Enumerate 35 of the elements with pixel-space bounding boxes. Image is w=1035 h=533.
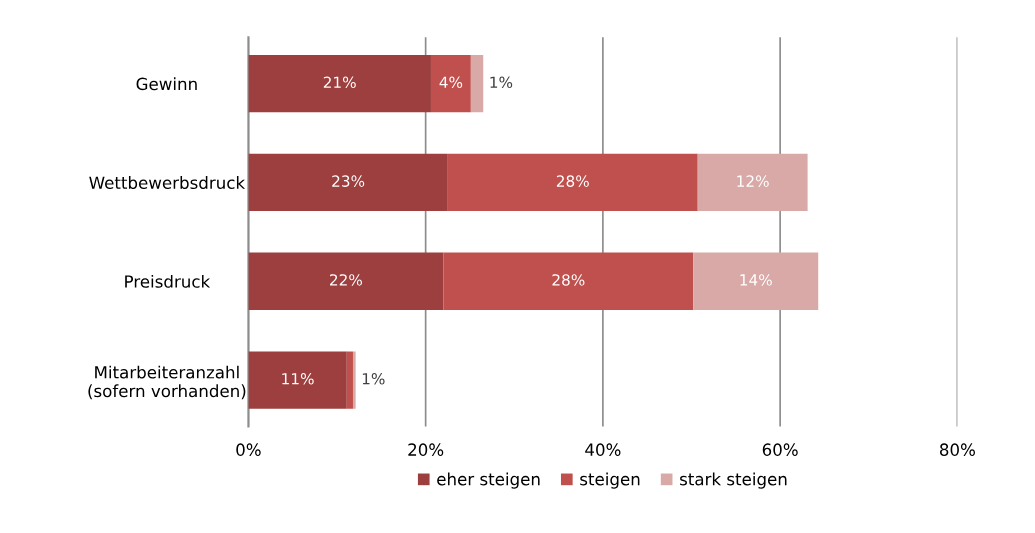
x-tick-label: 20% [408, 443, 444, 456]
x-tick-label: 40% [585, 443, 621, 456]
data-label: 23% [332, 175, 365, 187]
bar [693, 252, 819, 310]
data-label: 4% [439, 76, 463, 89]
bar [352, 351, 356, 409]
data-label: 22% [330, 274, 363, 286]
bar [447, 153, 698, 212]
bar [248, 252, 444, 310]
data-label: 12% [737, 175, 769, 187]
bar [248, 351, 347, 409]
y-tick-label: Gewinn [136, 77, 197, 91]
legend-label: steigen [580, 472, 640, 489]
data-label: 28% [556, 175, 589, 187]
legend-label: eher steigen [437, 472, 540, 489]
bar [346, 351, 353, 409]
x-tick-label: 0% [236, 443, 261, 456]
x-tick-label: 80% [939, 443, 975, 456]
legend-label: stark steigen [680, 472, 787, 489]
data-label: 14% [740, 274, 772, 286]
data-label: 11% [282, 372, 314, 385]
x-tick-label: 60% [762, 443, 798, 456]
bar [248, 153, 448, 212]
data-label: 21% [323, 76, 356, 89]
bar [248, 55, 431, 113]
data-label: 1% [490, 76, 513, 89]
data-label: 28% [552, 274, 585, 286]
bar [443, 252, 694, 310]
y-tick-label: Wettbewerbsdruck [89, 176, 246, 190]
data-label: 1% [362, 372, 385, 385]
y-tick-label: Preisdruck [125, 274, 211, 288]
bar [430, 55, 471, 113]
bar [697, 153, 808, 212]
bar [470, 55, 484, 113]
y-tick-label: Mitarbeiteranzahl (sofern vorhanden) [88, 365, 246, 400]
